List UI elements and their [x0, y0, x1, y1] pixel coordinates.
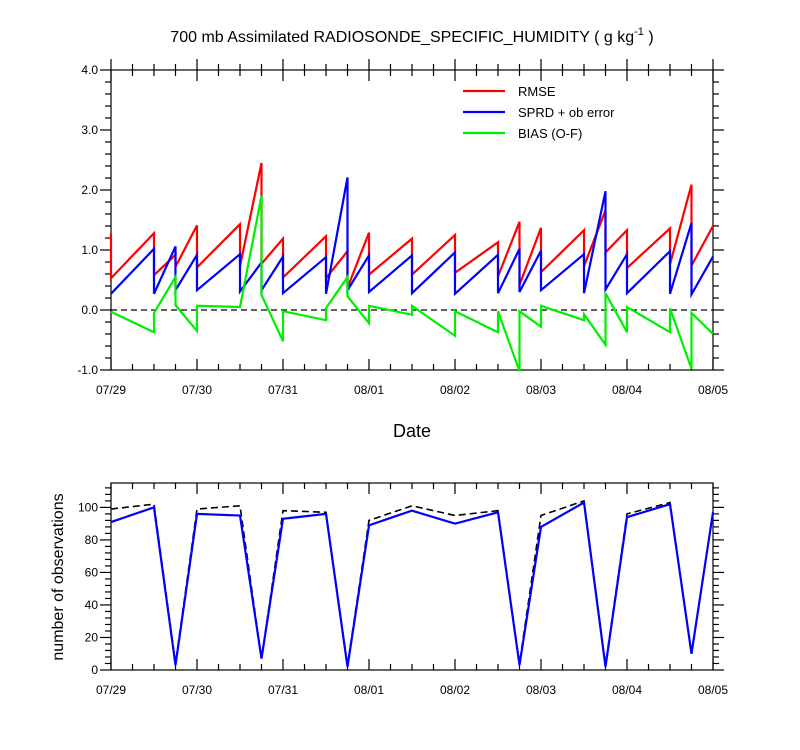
top-series-bias-o-f-line: [110, 195, 714, 372]
bottom-x-tick-label: 08/04: [612, 683, 642, 697]
top-y-tick-label: 2.0: [81, 183, 98, 197]
top-x-tick-label: 07/31: [268, 383, 298, 397]
bottom-plot: 07/29 07/30 07/31 08/01 08/02 08/03 08/04 08/05…: [78, 482, 728, 697]
top-y-tick-label: 0.0: [81, 303, 98, 317]
x-axis-label: Date: [393, 421, 431, 441]
top-x-tick-label: 08/05: [698, 383, 728, 397]
bottom-y-tick-label: 60: [85, 565, 99, 579]
bottom-series-possible-line: [110, 499, 714, 666]
legend-label: RMSE: [518, 84, 556, 99]
bottom-x-tick-label: 07/31: [268, 683, 298, 697]
bottom-y-tick-label: 0: [91, 663, 98, 677]
y-axis-label: number of observations: [50, 493, 67, 660]
legend-label: SPRD + ob error: [518, 105, 615, 120]
top-plot: 07/29 07/30 07/31 08/01 08/02 08/03 08/04 08/05…: [77, 59, 728, 397]
top-y-tick-label: 1.0: [81, 243, 98, 257]
top-y-tick-label: 3.0: [81, 123, 98, 137]
bottom-x-tick-label: 07/30: [182, 683, 212, 697]
top-x-tick-label: 07/29: [96, 383, 126, 397]
top-x-tick-label: 08/02: [440, 383, 470, 397]
top-series-sprd-ob-error-line: [110, 177, 714, 299]
bottom-y-tick-label: 20: [85, 630, 99, 644]
bottom-series-used-line: [110, 500, 715, 667]
bottom-y-tick-label: 100: [78, 500, 98, 514]
bottom-x-tick-label: 08/03: [526, 683, 556, 697]
chart-title: 700 mb Assimilated RADIOSONDE_SPECIFIC_H…: [170, 26, 653, 46]
bottom-x-tick-label: 08/05: [698, 683, 728, 697]
top-x-tick-label: 08/01: [354, 383, 384, 397]
top-x-tick-label: 08/04: [612, 383, 642, 397]
bottom-y-tick-label: 40: [85, 598, 99, 612]
bottom-x-tick-label: 08/01: [354, 683, 384, 697]
bottom-x-tick-label: 07/29: [96, 683, 126, 697]
top-x-tick-label: 08/03: [526, 383, 556, 397]
bottom-y-tick-label: 80: [85, 533, 99, 547]
top-x-tick-label: 07/30: [182, 383, 212, 397]
bottom-x-tick-label: 08/02: [440, 683, 470, 697]
top-y-tick-label: -1.0: [77, 363, 98, 377]
legend-label: BIAS (O-F): [518, 126, 582, 141]
top-y-tick-label: 4.0: [81, 63, 98, 77]
